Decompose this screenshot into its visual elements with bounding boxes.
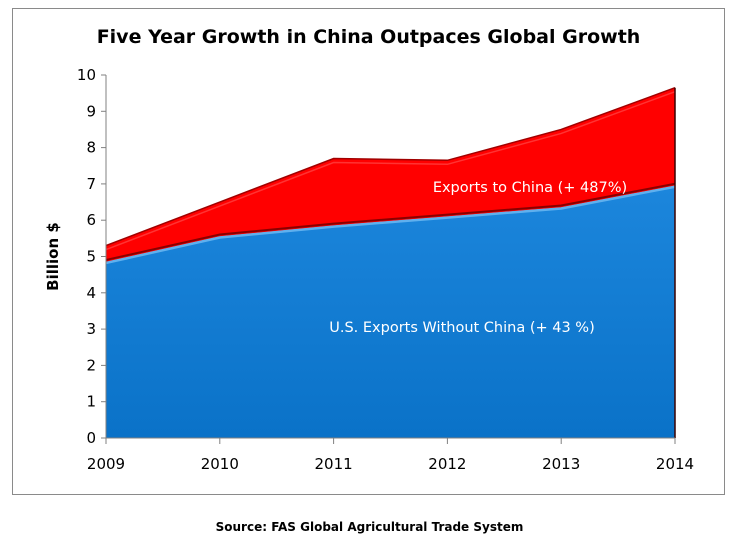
x-tick-label: 2014 (656, 455, 694, 473)
y-tick-label: 4 (86, 284, 96, 302)
y-tick-label: 1 (86, 393, 96, 411)
boundary-dark-edge (105, 182, 676, 261)
source-note: Source: FAS Global Agricultural Trade Sy… (215, 520, 524, 534)
x-tick-label: 2009 (87, 455, 125, 473)
x-tick-label: 2012 (428, 455, 466, 473)
y-tick-label: 9 (86, 102, 96, 120)
chart-title: Five Year Growth in China Outpaces Globa… (96, 26, 641, 48)
area-exports-to-china (106, 87, 675, 262)
us-top-edge (105, 185, 676, 265)
y-tick-label: 2 (86, 356, 96, 374)
y-tick-label: 5 (86, 248, 96, 266)
y-tick-label: 10 (77, 66, 96, 84)
y-tick-label: 7 (86, 175, 96, 193)
x-tick-label: 2010 (201, 455, 239, 473)
x-tick-label: 2011 (315, 455, 353, 473)
y-tick-label: 8 (86, 139, 96, 157)
labels-layer: Billion $ Exports to China (+ 487%) U.S. E… (44, 180, 627, 336)
china-highlight-edge (105, 91, 676, 251)
y-tick-label: 6 (86, 211, 96, 229)
series-label-exports-to-china: Exports to China (+ 487%) (433, 180, 627, 196)
series-label-us-exports-without-china: U.S. Exports Without China (+ 43 %) (329, 320, 595, 336)
areas-layer (105, 87, 676, 438)
y-axis-label: Billion $ (44, 222, 62, 291)
china-top-edge (105, 87, 676, 247)
y-tick-label: 0 (86, 429, 96, 447)
y-tick-label: 3 (86, 320, 96, 338)
x-tick-label: 2013 (542, 455, 580, 473)
axes-layer: 0 1 2 3 4 5 6 7 8 9 10 2009 2010 2011 2012 2013 2014 (77, 66, 694, 473)
area-us-exports-without-china (106, 185, 675, 438)
